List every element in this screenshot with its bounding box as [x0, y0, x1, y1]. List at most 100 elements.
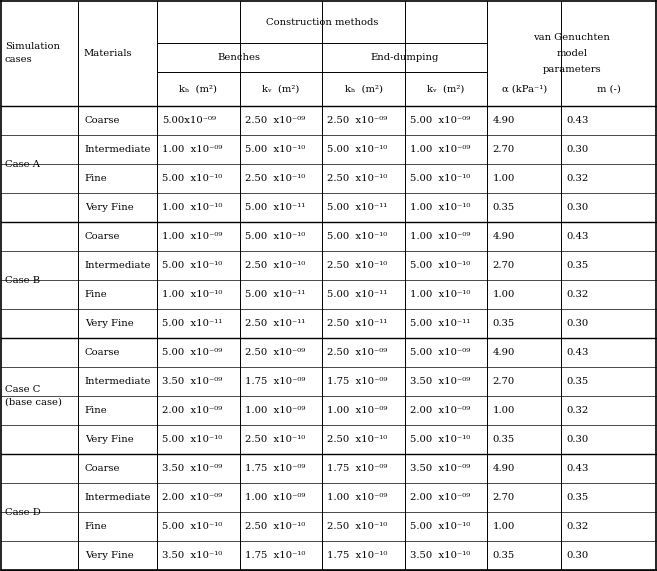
Text: 0.43: 0.43 [566, 116, 589, 125]
Text: Fine: Fine [85, 290, 107, 299]
Text: 2.70: 2.70 [492, 377, 514, 386]
Text: Coarse: Coarse [85, 348, 120, 357]
Text: Very Fine: Very Fine [85, 203, 133, 212]
Text: 5.00  x10⁻¹⁰: 5.00 x10⁻¹⁰ [245, 145, 306, 154]
Text: 5.00  x10⁻¹¹: 5.00 x10⁻¹¹ [162, 319, 222, 328]
Text: 2.50  x10⁻⁰⁹: 2.50 x10⁻⁰⁹ [327, 116, 388, 125]
Text: 1.00  x10⁻⁰⁹: 1.00 x10⁻⁰⁹ [327, 406, 388, 415]
Text: 1.00: 1.00 [492, 406, 515, 415]
Text: 2.50  x10⁻¹¹: 2.50 x10⁻¹¹ [245, 319, 306, 328]
Text: 1.00  x10⁻¹⁰: 1.00 x10⁻¹⁰ [162, 290, 222, 299]
Text: α (kPa⁻¹): α (kPa⁻¹) [501, 85, 547, 94]
Text: Fine: Fine [85, 174, 107, 183]
Text: 2.00  x10⁻⁰⁹: 2.00 x10⁻⁰⁹ [162, 493, 222, 502]
Text: 5.00  x10⁻⁰⁹: 5.00 x10⁻⁰⁹ [411, 348, 470, 357]
Text: 0.35: 0.35 [492, 319, 514, 328]
Text: 5.00  x10⁻¹⁰: 5.00 x10⁻¹⁰ [162, 522, 222, 531]
Text: 0.35: 0.35 [492, 203, 514, 212]
Text: 5.00  x10⁻⁰⁹: 5.00 x10⁻⁰⁹ [162, 348, 222, 357]
Text: 2.50  x10⁻¹⁰: 2.50 x10⁻¹⁰ [327, 174, 388, 183]
Text: Very Fine: Very Fine [85, 551, 133, 560]
Text: 2.50  x10⁻¹⁰: 2.50 x10⁻¹⁰ [245, 522, 306, 531]
Text: 1.00  x10⁻¹⁰: 1.00 x10⁻¹⁰ [411, 290, 471, 299]
Text: Fine: Fine [85, 406, 107, 415]
Text: 5.00  x10⁻¹¹: 5.00 x10⁻¹¹ [411, 319, 470, 328]
Text: 2.50  x10⁻¹⁰: 2.50 x10⁻¹⁰ [245, 174, 306, 183]
Text: Benches: Benches [218, 53, 261, 62]
Text: 3.50  x10⁻⁰⁹: 3.50 x10⁻⁰⁹ [162, 377, 222, 386]
Text: 0.30: 0.30 [566, 319, 589, 328]
Text: 1.75  x10⁻¹⁰: 1.75 x10⁻¹⁰ [245, 551, 306, 560]
Text: kᵥ  (m²): kᵥ (m²) [428, 85, 465, 94]
Text: (base case): (base case) [5, 397, 62, 407]
Text: Case D: Case D [5, 508, 40, 517]
Text: kₕ  (m²): kₕ (m²) [344, 85, 382, 94]
Text: Simulation: Simulation [5, 42, 60, 51]
Text: van Genuchten: van Genuchten [533, 33, 610, 42]
Text: 3.50  x10⁻⁰⁹: 3.50 x10⁻⁰⁹ [162, 464, 222, 473]
Text: 4.90: 4.90 [492, 116, 515, 125]
Text: 5.00  x10⁻¹¹: 5.00 x10⁻¹¹ [327, 290, 388, 299]
Text: 5.00  x10⁻¹¹: 5.00 x10⁻¹¹ [245, 290, 306, 299]
Text: 5.00  x10⁻¹⁰: 5.00 x10⁻¹⁰ [162, 174, 222, 183]
Text: Intermediate: Intermediate [85, 377, 151, 386]
Text: 5.00  x10⁻¹⁰: 5.00 x10⁻¹⁰ [162, 261, 222, 270]
Text: Coarse: Coarse [85, 232, 120, 241]
Text: 2.70: 2.70 [492, 145, 514, 154]
Text: 2.70: 2.70 [492, 261, 514, 270]
Text: Intermediate: Intermediate [85, 261, 151, 270]
Text: 5.00  x10⁻¹⁰: 5.00 x10⁻¹⁰ [162, 435, 222, 444]
Text: 3.50  x10⁻⁰⁹: 3.50 x10⁻⁰⁹ [411, 464, 470, 473]
Text: Very Fine: Very Fine [85, 319, 133, 328]
Text: 0.35: 0.35 [566, 261, 589, 270]
Text: 3.50  x10⁻¹⁰: 3.50 x10⁻¹⁰ [162, 551, 222, 560]
Text: 0.32: 0.32 [566, 174, 589, 183]
Text: 1.00  x10⁻⁰⁹: 1.00 x10⁻⁰⁹ [411, 145, 471, 154]
Text: 2.50  x10⁻⁰⁹: 2.50 x10⁻⁰⁹ [245, 348, 306, 357]
Text: 1.00  x10⁻⁰⁹: 1.00 x10⁻⁰⁹ [245, 406, 306, 415]
Text: 5.00x10⁻⁰⁹: 5.00x10⁻⁰⁹ [162, 116, 216, 125]
Text: 5.00  x10⁻¹⁰: 5.00 x10⁻¹⁰ [327, 145, 388, 154]
Text: 2.00  x10⁻⁰⁹: 2.00 x10⁻⁰⁹ [411, 406, 470, 415]
Text: 1.75  x10⁻⁰⁹: 1.75 x10⁻⁰⁹ [327, 464, 388, 473]
Text: 4.90: 4.90 [492, 348, 515, 357]
Text: 0.32: 0.32 [566, 290, 589, 299]
Text: parameters: parameters [543, 65, 601, 74]
Text: 2.50  x10⁻¹⁰: 2.50 x10⁻¹⁰ [327, 261, 388, 270]
Text: 2.50  x10⁻¹⁰: 2.50 x10⁻¹⁰ [245, 261, 306, 270]
Text: 1.00  x10⁻⁰⁹: 1.00 x10⁻⁰⁹ [245, 493, 306, 502]
Text: Intermediate: Intermediate [85, 493, 151, 502]
Text: 5.00  x10⁻¹¹: 5.00 x10⁻¹¹ [245, 203, 306, 212]
Text: 5.00  x10⁻¹⁰: 5.00 x10⁻¹⁰ [411, 261, 470, 270]
Text: 3.50  x10⁻⁰⁹: 3.50 x10⁻⁰⁹ [411, 377, 470, 386]
Text: Coarse: Coarse [85, 464, 120, 473]
Text: 3.50  x10⁻¹⁰: 3.50 x10⁻¹⁰ [411, 551, 470, 560]
Text: 1.00  x10⁻¹⁰: 1.00 x10⁻¹⁰ [162, 203, 222, 212]
Text: 2.50  x10⁻¹⁰: 2.50 x10⁻¹⁰ [327, 522, 388, 531]
Text: 2.70: 2.70 [492, 493, 514, 502]
Text: 0.43: 0.43 [566, 232, 589, 241]
Text: model: model [556, 49, 587, 58]
Text: 5.00  x10⁻¹⁰: 5.00 x10⁻¹⁰ [411, 435, 470, 444]
Text: 2.50  x10⁻⁰⁹: 2.50 x10⁻⁰⁹ [327, 348, 388, 357]
Text: 1.75  x10⁻⁰⁹: 1.75 x10⁻⁰⁹ [245, 464, 306, 473]
Text: 0.43: 0.43 [566, 464, 589, 473]
Text: 5.00  x10⁻¹⁰: 5.00 x10⁻¹⁰ [327, 232, 388, 241]
Text: 5.00  x10⁻¹¹: 5.00 x10⁻¹¹ [327, 203, 388, 212]
Text: 4.90: 4.90 [492, 464, 515, 473]
Text: 1.00  x10⁻⁰⁹: 1.00 x10⁻⁰⁹ [162, 232, 222, 241]
Text: kᵥ  (m²): kᵥ (m²) [262, 85, 300, 94]
Text: 0.30: 0.30 [566, 203, 589, 212]
Text: 2.00  x10⁻⁰⁹: 2.00 x10⁻⁰⁹ [411, 493, 470, 502]
Text: 1.75  x10⁻⁰⁹: 1.75 x10⁻⁰⁹ [245, 377, 306, 386]
Text: 1.75  x10⁻⁰⁹: 1.75 x10⁻⁰⁹ [327, 377, 388, 386]
Text: 5.00  x10⁻¹⁰: 5.00 x10⁻¹⁰ [411, 174, 470, 183]
Text: 1.75  x10⁻¹⁰: 1.75 x10⁻¹⁰ [327, 551, 388, 560]
Text: 5.00  x10⁻¹⁰: 5.00 x10⁻¹⁰ [245, 232, 306, 241]
Text: 1.00: 1.00 [492, 522, 515, 531]
Text: 0.32: 0.32 [566, 406, 589, 415]
Text: m (-): m (-) [597, 85, 621, 94]
Text: Coarse: Coarse [85, 116, 120, 125]
Text: 1.00: 1.00 [492, 290, 515, 299]
Text: 5.00  x10⁻¹⁰: 5.00 x10⁻¹⁰ [411, 522, 470, 531]
